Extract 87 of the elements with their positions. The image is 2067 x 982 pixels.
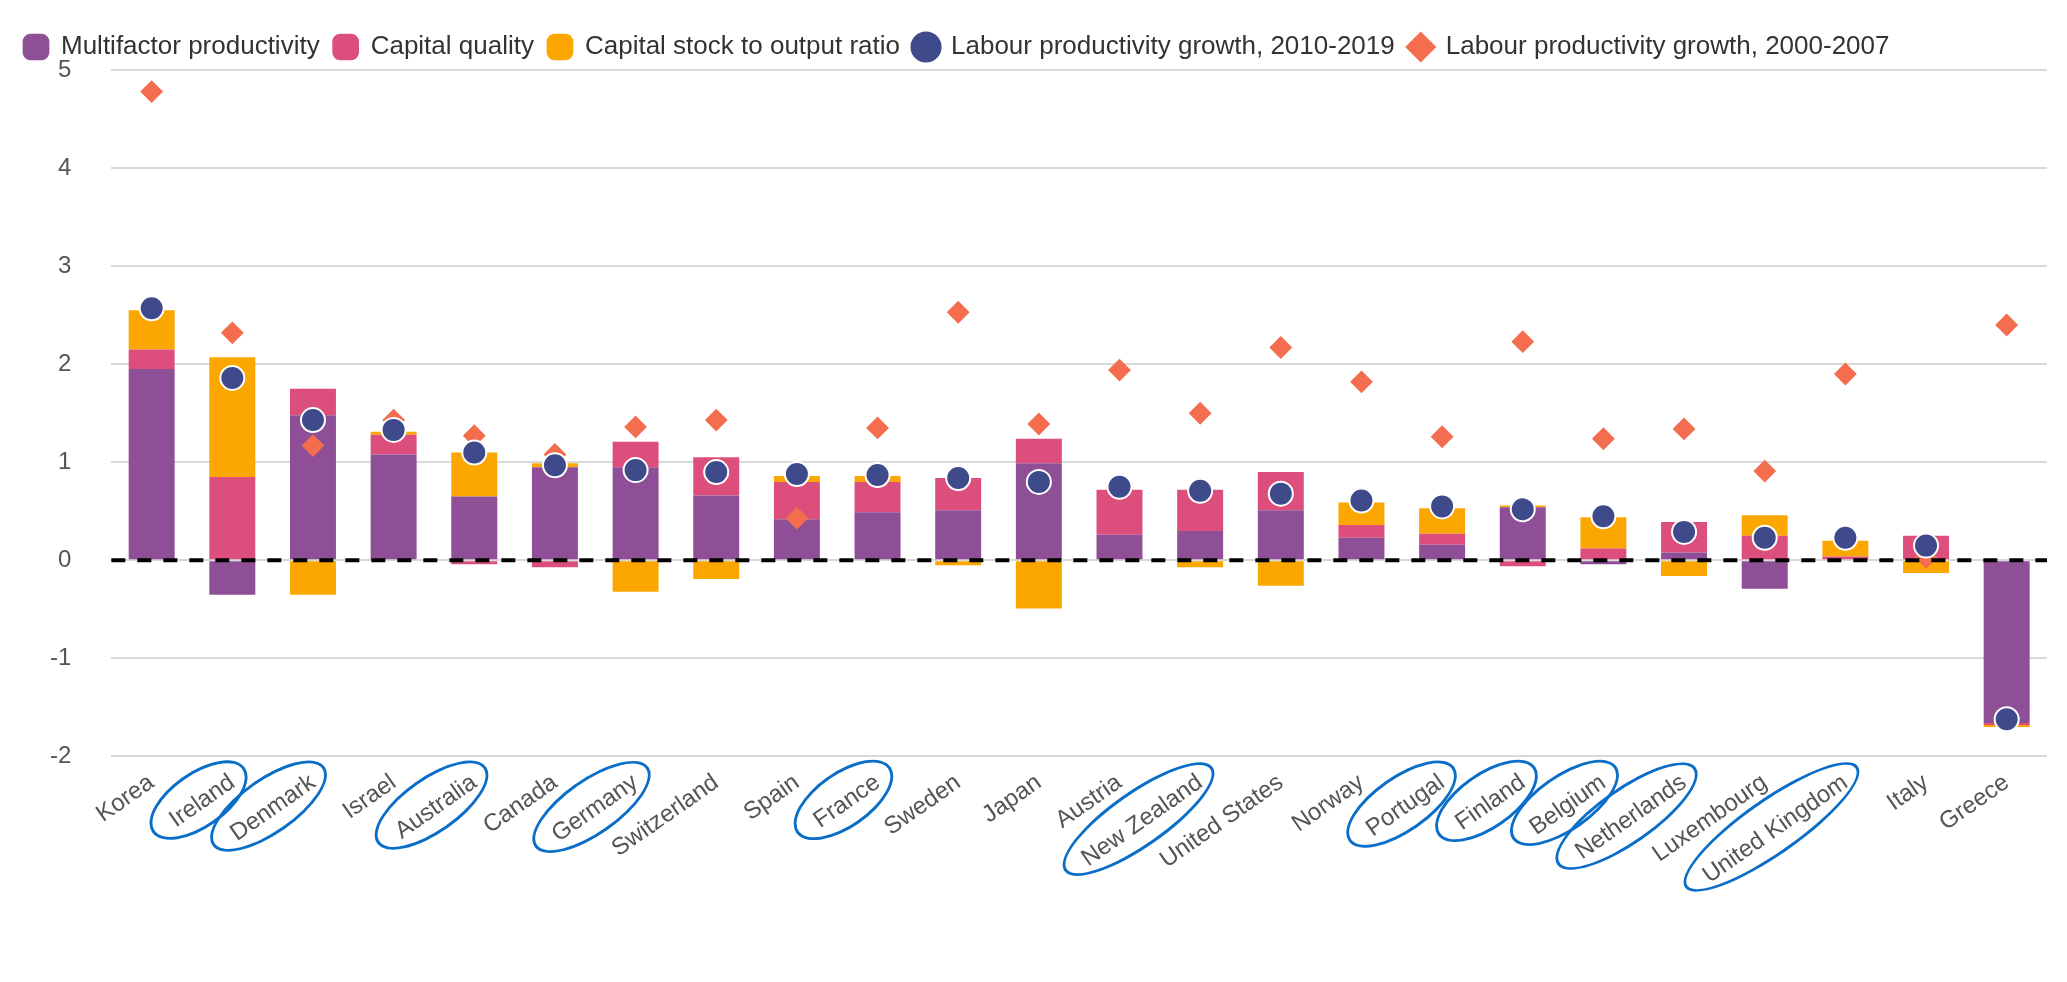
point — [1751, 524, 1778, 551]
point — [138, 295, 165, 322]
bar — [128, 369, 175, 560]
bar — [854, 481, 901, 513]
bar — [209, 561, 256, 595]
y-tick-label: 3 — [57, 250, 72, 278]
point — [140, 80, 163, 103]
point — [785, 507, 808, 530]
bar — [531, 561, 578, 568]
point — [1590, 503, 1617, 530]
point — [1673, 417, 1696, 440]
bar — [1015, 561, 1062, 609]
bar — [1419, 533, 1466, 545]
y-tick-label: 4 — [57, 152, 72, 180]
bar — [209, 476, 256, 560]
point — [541, 452, 568, 479]
y-tick-label: -2 — [50, 741, 72, 769]
point — [1027, 413, 1050, 436]
point — [1429, 493, 1456, 520]
point — [1509, 496, 1536, 523]
bar — [935, 510, 982, 560]
bar — [451, 496, 498, 560]
legend-label: Capital quality — [370, 30, 534, 61]
bar — [1661, 552, 1708, 560]
bar — [1338, 525, 1385, 538]
bar — [1015, 438, 1062, 464]
point — [461, 439, 488, 466]
bar — [128, 349, 175, 370]
point — [1187, 477, 1214, 504]
point — [1431, 425, 1454, 448]
legend-label: Labour productivity growth, 2000-2007 — [1445, 30, 1890, 61]
point — [1995, 313, 2018, 336]
point — [299, 407, 326, 434]
bar — [1419, 544, 1466, 560]
point — [1592, 427, 1615, 450]
point — [301, 434, 324, 457]
point — [1106, 473, 1133, 500]
point — [624, 415, 647, 438]
bar — [209, 357, 256, 477]
point — [1348, 487, 1375, 514]
bar — [1661, 561, 1708, 577]
bar — [612, 467, 659, 560]
bar — [1257, 510, 1304, 560]
bar — [693, 495, 740, 560]
legend-label: Capital stock to output ratio — [584, 30, 901, 61]
bar — [1983, 561, 2030, 724]
bar — [1257, 561, 1304, 586]
bar — [1499, 561, 1546, 567]
bar — [1338, 537, 1385, 560]
point — [219, 364, 246, 391]
point — [1993, 706, 2020, 733]
point — [705, 409, 728, 432]
bar — [1096, 534, 1143, 560]
point — [864, 462, 891, 489]
point — [221, 321, 244, 344]
point — [380, 416, 407, 443]
legend-label: Labour productivity growth, 2010-2019 — [951, 30, 1395, 61]
point — [1511, 330, 1534, 353]
point — [783, 461, 810, 488]
bar — [531, 467, 578, 560]
point — [945, 464, 972, 491]
bar — [693, 561, 740, 579]
y-tick-label: 2 — [57, 348, 72, 376]
x-tick-label: Italy — [1881, 767, 1933, 816]
point — [947, 301, 970, 324]
point — [1832, 524, 1859, 551]
bar — [1741, 561, 1788, 589]
bar — [370, 454, 417, 560]
bar — [289, 561, 336, 595]
bar — [612, 561, 659, 592]
point — [1834, 363, 1857, 385]
y-tick-label: -1 — [50, 643, 72, 671]
point — [1753, 460, 1776, 483]
point — [622, 457, 649, 484]
y-tick-label: 1 — [57, 446, 72, 474]
point — [1108, 359, 1131, 382]
bar — [854, 512, 901, 560]
point — [1025, 468, 1052, 495]
point — [1189, 402, 1212, 425]
y-tick-label: 0 — [57, 544, 72, 572]
point — [866, 416, 889, 439]
point — [1350, 370, 1373, 393]
point — [1913, 532, 1940, 559]
point — [1269, 336, 1292, 359]
bar — [289, 415, 336, 560]
bar — [773, 519, 820, 560]
bar — [1177, 530, 1224, 560]
